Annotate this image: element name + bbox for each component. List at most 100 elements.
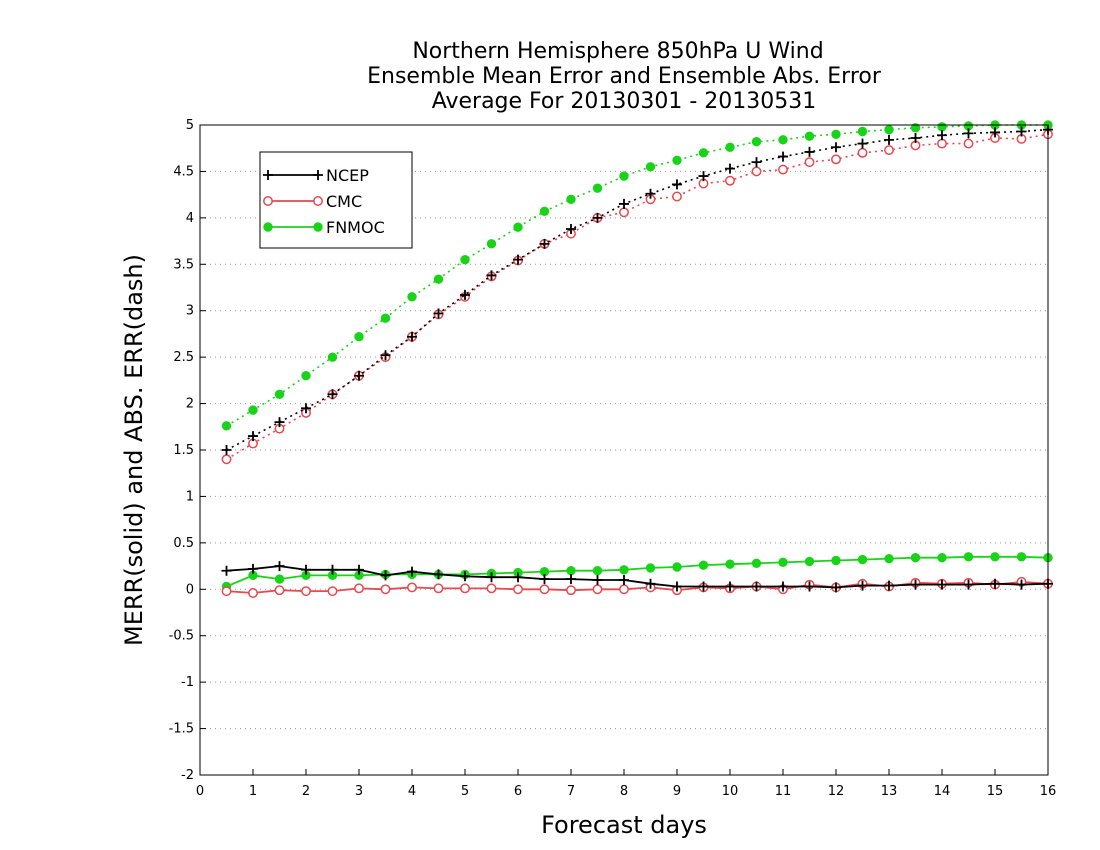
fnmoc-mean-error-point (645, 563, 656, 573)
y-tick-label: -2 (181, 768, 194, 783)
y-tick-label: -1.5 (169, 722, 194, 737)
legend-marker (263, 222, 273, 232)
cmc-mean-error-point (221, 586, 232, 597)
ncep-mean-error-point (301, 564, 311, 575)
fnmoc-mean-error-point (566, 566, 576, 576)
y-tick-label: 2 (186, 397, 194, 412)
ncep-abs-error-point (486, 270, 497, 281)
ncep-abs-error-point (698, 171, 709, 182)
x-tick-label: 12 (828, 784, 845, 799)
ncep-mean-error-point (1016, 579, 1027, 590)
cmc-abs-error-point (831, 154, 841, 165)
fnmoc-abs-error-point (831, 129, 841, 139)
ncep-mean-error-point (592, 575, 603, 585)
fnmoc-abs-error-point (592, 183, 603, 193)
ncep-abs-error-point (963, 128, 974, 139)
y-tick-label: 1 (186, 489, 194, 504)
ncep-abs-error-point (884, 134, 894, 145)
ncep-abs-error-point (725, 163, 735, 174)
ncep-abs-error-point (407, 331, 417, 342)
cmc-mean-error-point (327, 586, 338, 597)
cmc-mean-error-point (248, 588, 258, 598)
ncep-mean-error-point (831, 582, 841, 593)
fnmoc-mean-error-point (751, 558, 762, 568)
cmc-mean-error-point (539, 584, 550, 595)
ncep-abs-error-point (804, 146, 815, 157)
fnmoc-abs-error-point (380, 313, 391, 323)
ncep-abs-error-point (354, 370, 364, 381)
fnmoc-abs-error-point (619, 171, 629, 181)
x-tick-label: 6 (514, 784, 522, 799)
ncep-abs-error-point (751, 157, 762, 168)
ncep-abs-error-point (301, 403, 311, 414)
legend-item-cmc: CMC (263, 192, 362, 211)
x-tick-label: 14 (934, 784, 951, 799)
x-tick-label: 7 (567, 784, 575, 799)
x-tick-label: 15 (987, 784, 1004, 799)
y-tick-label: 2.5 (173, 350, 194, 365)
fnmoc-mean-error-point (937, 553, 947, 563)
legend-item-ncep: NCEP (263, 166, 369, 185)
ncep-abs-error-point (990, 127, 1000, 138)
ncep-abs-error-point (672, 179, 682, 190)
cmc-mean-error-point (407, 582, 417, 593)
ncep-abs-error-point (645, 188, 656, 199)
fnmoc-mean-error-point (884, 553, 894, 564)
cmc-mean-error-point (566, 585, 576, 596)
fnmoc-abs-error-point (486, 239, 497, 249)
fnmoc-abs-error-point (698, 148, 709, 158)
ncep-mean-error-point (433, 569, 444, 580)
ncep-abs-error-point (566, 224, 576, 234)
cmc-abs-error-point (751, 166, 762, 177)
fnmoc-abs-error-point (301, 371, 311, 381)
cmc-mean-error-point (513, 584, 523, 595)
ncep-abs-error-point (592, 212, 603, 223)
cmc-mean-error-point (301, 586, 311, 597)
legend: NCEP CMC FNMOC (259, 151, 413, 249)
y-tick-label: 3 (186, 304, 194, 319)
fnmoc-abs-error-point (513, 222, 523, 232)
fnmoc-abs-error-point (407, 292, 417, 302)
fnmoc-abs-error-point (672, 155, 682, 165)
ncep-mean-error-point (539, 574, 550, 585)
fnmoc-mean-error-point (910, 553, 921, 563)
fnmoc-mean-error-point (274, 574, 285, 584)
y-tick-label: 0 (186, 582, 194, 597)
ncep-abs-error-point (831, 142, 841, 153)
series-cmc (221, 129, 1053, 598)
x-tick-label: 5 (461, 784, 469, 799)
cmc-mean-error-point (460, 583, 470, 594)
fnmoc-abs-error-point (433, 274, 444, 284)
ncep-mean-error-point (513, 572, 523, 583)
x-axis-label: Forecast days (541, 811, 707, 839)
cmc-abs-error-point (725, 175, 735, 186)
x-tick-label: 1 (249, 784, 257, 799)
x-tick-label: 8 (620, 784, 628, 799)
cmc-abs-error-point (778, 164, 788, 175)
cmc-mean-error-point (592, 584, 603, 595)
cmc-abs-error-point (672, 191, 682, 202)
fnmoc-mean-error-point (990, 552, 1000, 562)
ncep-mean-error-point (407, 566, 417, 577)
legend-item-fnmoc: FNMOC (263, 218, 385, 237)
ncep-mean-error-point (354, 564, 364, 575)
fnmoc-abs-error-point (539, 206, 550, 217)
ncep-abs-error-point (619, 198, 629, 209)
legend-marker (263, 170, 273, 180)
ncep-abs-error-point (221, 445, 232, 455)
ncep-abs-error-point (460, 289, 470, 300)
fnmoc-mean-error-point (804, 556, 815, 567)
legend-marker (313, 170, 323, 180)
y-axis-ticks: -2 -1.5 -1 -0.5 0 0.5 1 1.5 2 2.5 3 3.5 4 4.5 5 (169, 118, 206, 783)
legend-marker (263, 196, 273, 206)
fnmoc-mean-error-point (725, 559, 735, 569)
chart-title-line-2: Ensemble Mean Error and Ensemble Abs. Er… (367, 64, 882, 89)
ncep-mean-error-point (990, 578, 1000, 589)
x-tick-label: 9 (673, 784, 681, 799)
x-tick-label: 2 (302, 784, 310, 799)
cmc-abs-error-point (937, 138, 947, 149)
cmc-abs-error-point (857, 147, 868, 158)
fnmoc-abs-error-point (884, 124, 894, 135)
ncep-mean-error-point (566, 574, 576, 585)
fnmoc-abs-error-point (460, 254, 470, 265)
